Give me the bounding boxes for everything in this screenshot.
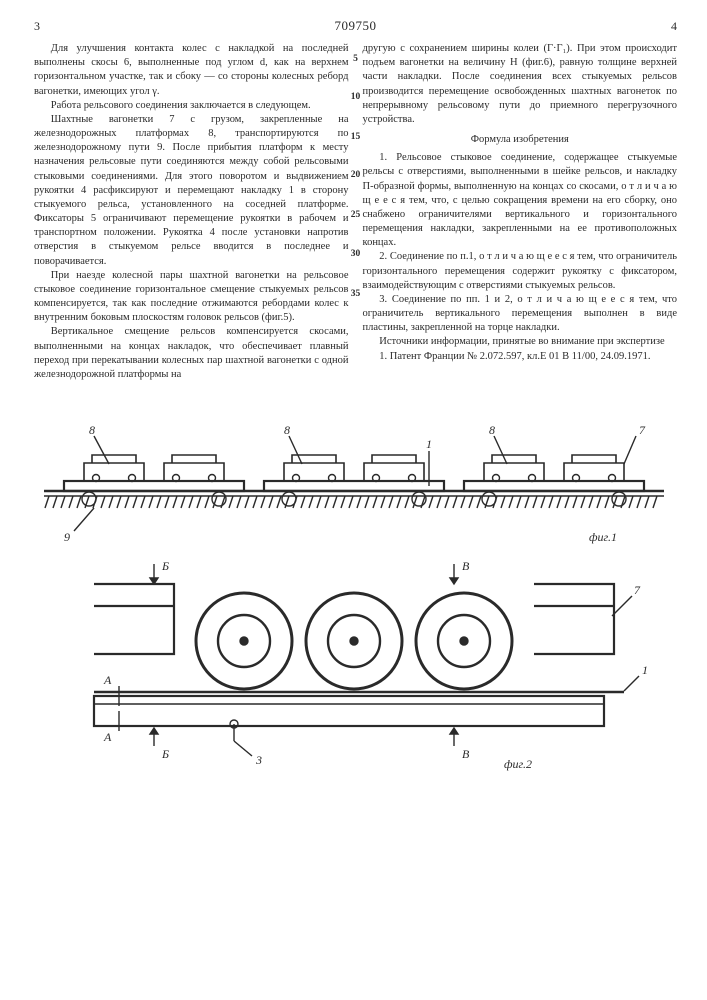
ref-number: 1 [642, 663, 648, 677]
body-paragraph: Шахтные вагонетки 7 с грузом, закрепленн… [34, 113, 349, 269]
sources-title: Источники информации, принятые во вниман… [363, 335, 678, 349]
ref-number: 8 [89, 423, 95, 437]
claim: 3. Соединение по пп. 1 и 2, о т л и ч а … [363, 293, 678, 336]
body-paragraph: Работа рельсового соединения заключается… [34, 99, 349, 113]
dimension-letter: А [103, 673, 112, 687]
text-columns: 5101520253035 Для улучшения контакта кол… [34, 42, 677, 382]
ref-number: 1 [426, 437, 432, 451]
figure-label: фиг.2 [504, 757, 532, 771]
section-mark: В [462, 559, 470, 573]
figure-2: Б В Б В А А 7 1 3 фиг.2 [34, 546, 674, 776]
body-paragraph: При наезде колесной пары шахтной вагонет… [34, 269, 349, 326]
source-citation: 1. Патент Франции № 2.072.597, кл.E 01 B… [363, 350, 678, 364]
figures-block: 8 8 1 8 7 9 фиг.1 [34, 396, 677, 776]
section-mark: Б [161, 559, 169, 573]
ref-number: 8 [284, 423, 290, 437]
claim: 1. Рельсовое стыковое соединение, содерж… [363, 151, 678, 250]
body-paragraph: другую с сохранением ширины колеи (Г·Г₁)… [363, 42, 678, 127]
ref-number: 9 [64, 530, 70, 544]
ref-number: 3 [255, 753, 262, 767]
ref-number: 8 [489, 423, 495, 437]
claim: 2. Соединение по п.1, о т л и ч а ю щ е … [363, 250, 678, 293]
page-number-left: 3 [34, 19, 64, 34]
formula-title: Формула изобретения [363, 133, 678, 147]
right-column: другую с сохранением ширины колеи (Г·Г₁)… [363, 42, 678, 382]
dimension-letter: А [103, 730, 112, 744]
page-number-right: 4 [647, 19, 677, 34]
section-mark: В [462, 747, 470, 761]
body-paragraph: Вертикальное смещение рельсов компенсиру… [34, 325, 349, 382]
body-paragraph: Для улучшения контакта колес с накладкой… [34, 42, 349, 99]
section-mark: Б [161, 747, 169, 761]
page-header: 3 709750 4 [34, 18, 677, 34]
ref-number: 7 [639, 423, 646, 437]
figure-1: 8 8 1 8 7 9 фиг.1 [34, 396, 674, 546]
left-column: Для улучшения контакта колес с накладкой… [34, 42, 349, 382]
ref-number: 7 [634, 583, 641, 597]
document-number: 709750 [64, 18, 647, 34]
figure-label: фиг.1 [589, 530, 617, 544]
